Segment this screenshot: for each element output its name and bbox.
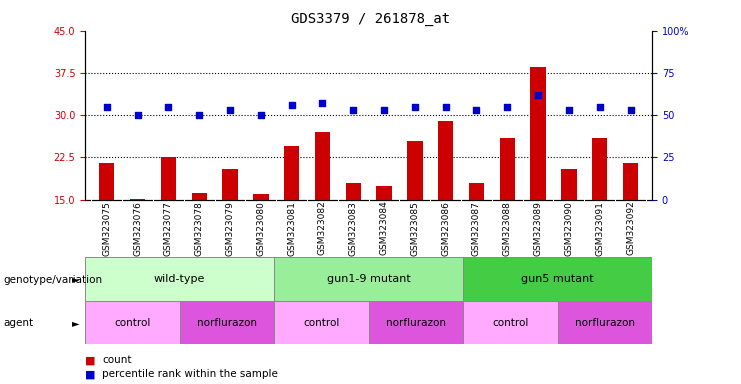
- Point: [378, 107, 390, 113]
- Point: [132, 112, 144, 118]
- Text: GSM323085: GSM323085: [411, 201, 419, 256]
- Point: [286, 102, 298, 108]
- Bar: [161, 157, 176, 200]
- Point: [193, 112, 205, 118]
- Point: [224, 107, 236, 113]
- Bar: [274, 257, 463, 301]
- Text: GSM323090: GSM323090: [565, 201, 574, 256]
- Point: [594, 104, 605, 110]
- Point: [255, 112, 267, 118]
- Point: [162, 104, 174, 110]
- Bar: [623, 163, 638, 200]
- Point: [316, 100, 328, 106]
- Bar: [438, 121, 453, 200]
- Text: GSM323088: GSM323088: [503, 201, 512, 256]
- Bar: [463, 257, 652, 301]
- Point: [439, 104, 451, 110]
- Bar: [315, 132, 330, 200]
- Text: GSM323076: GSM323076: [133, 201, 142, 256]
- Bar: [345, 183, 361, 200]
- Point: [532, 92, 544, 98]
- Bar: [376, 185, 392, 200]
- Text: count: count: [102, 355, 132, 365]
- Text: ■: ■: [85, 355, 96, 365]
- Text: GSM323092: GSM323092: [626, 201, 635, 255]
- Text: GSM323087: GSM323087: [472, 201, 481, 256]
- Bar: [369, 301, 463, 344]
- Text: GSM323081: GSM323081: [287, 201, 296, 256]
- Point: [471, 107, 482, 113]
- Point: [563, 107, 575, 113]
- Bar: [561, 169, 576, 200]
- Bar: [531, 67, 546, 200]
- Text: norflurazon: norflurazon: [197, 318, 257, 328]
- Text: ►: ►: [72, 318, 79, 328]
- Text: GSM323084: GSM323084: [379, 201, 388, 255]
- Text: gun5 mutant: gun5 mutant: [521, 274, 594, 285]
- Text: GSM323078: GSM323078: [195, 201, 204, 256]
- Point: [348, 107, 359, 113]
- Bar: [274, 301, 368, 344]
- Text: control: control: [492, 318, 528, 328]
- Bar: [130, 199, 145, 200]
- Text: GSM323080: GSM323080: [256, 201, 265, 256]
- Text: percentile rank within the sample: percentile rank within the sample: [102, 369, 278, 379]
- Bar: [592, 138, 608, 200]
- Text: GSM323086: GSM323086: [441, 201, 451, 256]
- Text: control: control: [114, 318, 150, 328]
- Text: GSM323083: GSM323083: [349, 201, 358, 256]
- Text: norflurazon: norflurazon: [575, 318, 635, 328]
- Text: GSM323079: GSM323079: [225, 201, 234, 256]
- Text: GSM323075: GSM323075: [102, 201, 111, 256]
- Bar: [85, 257, 274, 301]
- Point: [409, 104, 421, 110]
- Bar: [191, 193, 207, 200]
- Bar: [284, 146, 299, 200]
- Bar: [253, 194, 268, 200]
- Bar: [407, 141, 422, 200]
- Bar: [222, 169, 238, 200]
- Text: GSM323077: GSM323077: [164, 201, 173, 256]
- Bar: [499, 138, 515, 200]
- Text: genotype/variation: genotype/variation: [4, 275, 103, 285]
- Bar: [85, 301, 179, 344]
- Text: norflurazon: norflurazon: [386, 318, 446, 328]
- Point: [625, 107, 637, 113]
- Text: gun1-9 mutant: gun1-9 mutant: [327, 274, 411, 285]
- Bar: [99, 163, 114, 200]
- Bar: [179, 301, 274, 344]
- Bar: [463, 301, 557, 344]
- Text: wild-type: wild-type: [154, 274, 205, 285]
- Point: [101, 104, 113, 110]
- Text: ■: ■: [85, 369, 96, 379]
- Text: GSM323091: GSM323091: [595, 201, 604, 256]
- Text: GSM323089: GSM323089: [534, 201, 542, 256]
- Text: GSM323082: GSM323082: [318, 201, 327, 255]
- Text: control: control: [303, 318, 339, 328]
- Text: GDS3379 / 261878_at: GDS3379 / 261878_at: [291, 12, 450, 25]
- Text: ►: ►: [72, 275, 79, 285]
- Point: [502, 104, 514, 110]
- Bar: [469, 183, 484, 200]
- Text: agent: agent: [4, 318, 34, 328]
- Bar: [557, 301, 652, 344]
